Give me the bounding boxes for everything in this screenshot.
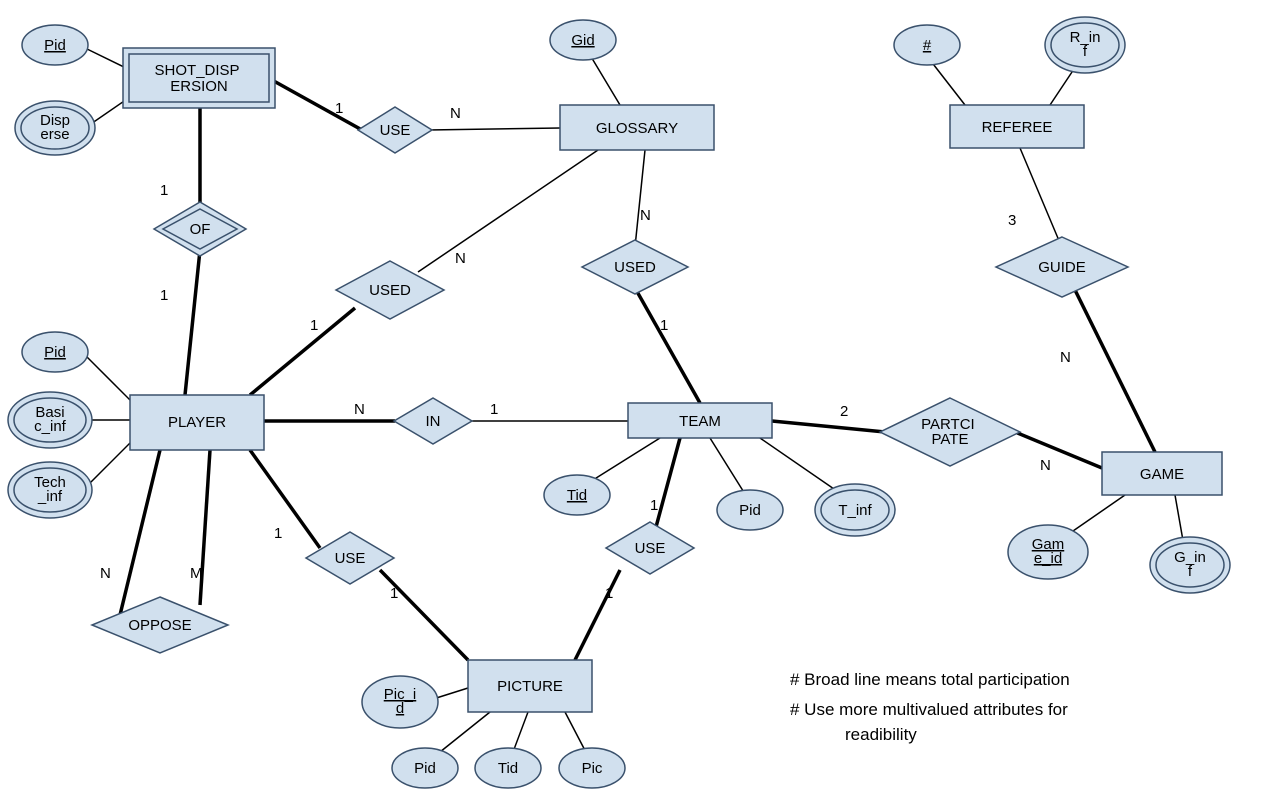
edge-total — [635, 288, 700, 403]
edge — [590, 55, 620, 105]
edge-total — [575, 570, 620, 660]
entity-label: REFEREE — [982, 119, 1053, 136]
attr-label: Pid — [414, 760, 436, 777]
card: N — [1040, 457, 1051, 474]
card: N — [450, 105, 461, 122]
edge — [930, 60, 965, 105]
entity-label: PICTURE — [497, 678, 563, 695]
note-3: readibility — [845, 725, 917, 744]
attr-label: Pid — [739, 502, 761, 519]
attr-label: Pic — [582, 760, 603, 777]
card: 1 — [160, 182, 168, 199]
card: 1 — [335, 100, 343, 117]
attr-label: Gid — [571, 32, 594, 49]
edge — [428, 128, 560, 130]
attr-label: Pid — [44, 344, 66, 361]
edge-total — [250, 450, 320, 548]
rel-label: OPPOSE — [128, 617, 191, 634]
edge-total — [656, 438, 680, 527]
er-diagram: USE OF USED USED IN PARTCI PATE GUIDE OP… — [0, 0, 1268, 793]
card: 1 — [660, 317, 668, 334]
card: M — [190, 565, 203, 582]
footnotes: # Broad line means total participation #… — [790, 670, 1070, 744]
attr-label: Disperse — [40, 112, 70, 143]
entity-label: GLOSSARY — [596, 120, 678, 137]
rel-label: USED — [614, 259, 656, 276]
rel-label: USE — [635, 540, 666, 557]
card: N — [1060, 349, 1071, 366]
card: 1 — [160, 287, 168, 304]
card: 3 — [1008, 212, 1016, 229]
card: N — [354, 401, 365, 418]
cardinalities: 1 N 1 1 N 1 N 1 N 1 2 N 3 N N M 1 1 1 1 — [100, 100, 1071, 602]
edge — [635, 150, 645, 247]
edge — [85, 443, 130, 488]
attr-label: Game_id — [1032, 536, 1065, 567]
attr-label: Tech_inf — [34, 474, 66, 505]
rel-label: USE — [335, 550, 366, 567]
note-1: # Broad line means total participation — [790, 670, 1070, 689]
rel-label: USE — [380, 122, 411, 139]
rel-label: GUIDE — [1038, 259, 1086, 276]
attr-label: Basic_inf — [34, 404, 67, 435]
edge-total — [250, 308, 355, 395]
edge-total — [380, 570, 468, 660]
card: 1 — [605, 585, 613, 602]
edge — [418, 150, 598, 272]
card: 1 — [490, 401, 498, 418]
edge-total — [185, 250, 200, 395]
attr-label: Pid — [44, 37, 66, 54]
card: 1 — [390, 585, 398, 602]
card: 1 — [650, 497, 658, 514]
edge-total — [1075, 290, 1155, 452]
card: N — [100, 565, 111, 582]
edge — [1020, 148, 1060, 243]
relationships: USE OF USED USED IN PARTCI PATE GUIDE OP… — [92, 107, 1128, 653]
rel-label: IN — [426, 413, 441, 430]
attr-label: T_inf — [838, 502, 872, 519]
card: 1 — [310, 317, 318, 334]
attr-label: Tid — [567, 487, 587, 504]
entity-label: PLAYER — [168, 414, 226, 431]
rel-label: OF — [190, 221, 211, 238]
edge-total — [272, 80, 362, 130]
entity-label: TEAM — [679, 413, 721, 430]
attr-label: # — [923, 37, 932, 54]
rel-label: USED — [369, 282, 411, 299]
edge-total — [1015, 432, 1102, 468]
entities: SHOT_DISP ERSION GLOSSARY REFEREE PLAYER… — [123, 48, 1222, 712]
note-2: # Use more multivalued attributes for — [790, 700, 1068, 719]
card: 1 — [274, 525, 282, 542]
entity-label: GAME — [1140, 466, 1184, 483]
edge-total — [772, 421, 885, 432]
attr-label: Tid — [498, 760, 518, 777]
card: N — [455, 250, 466, 267]
edge-total — [120, 450, 160, 615]
edge — [85, 355, 130, 400]
card: N — [640, 207, 651, 224]
card: 2 — [840, 403, 848, 420]
